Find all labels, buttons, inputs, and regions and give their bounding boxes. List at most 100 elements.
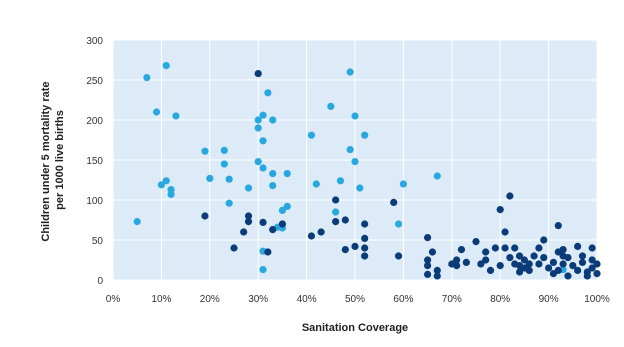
x-tick-label: 50% [345,294,365,305]
y-tick-label: 200 [86,116,103,127]
data-point [361,220,369,228]
data-point [167,190,175,198]
y-axis-title-line-2: per 1000 live births [54,110,66,210]
data-point [264,89,272,97]
data-point [545,264,553,272]
data-point [394,220,403,228]
data-point [361,131,369,139]
data-point [341,246,349,254]
data-point [399,180,407,188]
data-point [486,266,495,274]
data-point [578,252,587,260]
data-point [554,222,562,230]
data-point [341,216,349,224]
data-point [240,228,248,236]
data-point [588,256,596,264]
data-point [351,158,359,166]
x-tick-label: 100% [584,294,610,305]
data-point [254,158,262,166]
data-point [549,258,558,266]
x-tick-label: 20% [200,294,220,305]
data-point [578,258,587,266]
y-axis-title-line-1: Children under 5 mortality rate [40,81,52,241]
data-point [269,170,277,178]
data-point [390,198,398,206]
y-tick-label: 300 [86,36,103,47]
data-point [482,256,490,264]
data-point [520,256,529,264]
data-point [424,270,432,278]
data-point [206,174,214,182]
data-point [361,252,369,260]
data-point [569,262,577,270]
data-point [278,220,286,228]
data-point [220,160,228,168]
data-point [515,268,524,276]
data-point [583,272,591,280]
data-point [472,238,480,246]
data-point [491,244,499,252]
x-tick-label: 40% [297,294,317,305]
data-point [424,256,432,264]
data-point [225,175,233,183]
data-point [264,248,272,256]
data-point [254,116,262,124]
data-point [511,244,519,252]
data-point [157,181,165,189]
x-axis-ticks: 0% 10% 20% 30% 40% 50% 60% 70% 80% 90% 100% [106,294,610,305]
data-point [535,244,543,252]
data-point [525,266,533,274]
data-point [433,266,441,274]
data-point [588,264,596,272]
data-point [332,208,340,216]
data-point [540,254,548,262]
data-point [559,246,567,254]
data-point [269,182,277,190]
data-point [351,112,359,120]
data-point [394,252,403,260]
data-point [501,244,509,252]
data-point [525,260,533,268]
data-point [574,266,582,274]
data-point [477,260,485,268]
y-axis-title: Children under 5 mortality rate per 1000… [40,78,66,241]
y-tick-label: 50 [92,236,104,247]
data-point [332,218,340,226]
data-point [506,254,514,262]
data-point [593,270,601,278]
x-tick-label: 60% [393,294,413,305]
data-point [574,242,582,250]
data-point [162,177,170,185]
data-point [327,102,335,110]
data-point [361,244,369,252]
data-point [332,196,340,204]
data-point [496,262,504,270]
y-tick-label: 250 [86,76,103,87]
y-tick-label: 100 [86,196,103,207]
x-axis-title: Sanitation Coverage [302,322,408,334]
x-tick-label: 70% [442,294,462,305]
data-point [424,262,432,270]
data-point [346,68,354,76]
x-tick-label: 0% [106,294,121,305]
data-point [554,266,562,274]
x-tick-label: 10% [151,294,171,305]
data-point [588,244,596,252]
data-point [317,228,325,236]
data-point [244,184,253,192]
data-point [201,147,209,155]
data-point [506,192,514,200]
data-point [540,236,548,244]
data-point [225,199,233,207]
data-point [283,202,291,210]
data-point [559,260,567,268]
data-point [462,258,470,266]
y-axis-ticks: 0 50 100 150 200 250 300 [86,36,103,287]
data-point [433,172,441,180]
data-point [172,112,180,120]
data-point [152,108,161,116]
data-point [433,272,441,280]
data-point [259,164,267,172]
